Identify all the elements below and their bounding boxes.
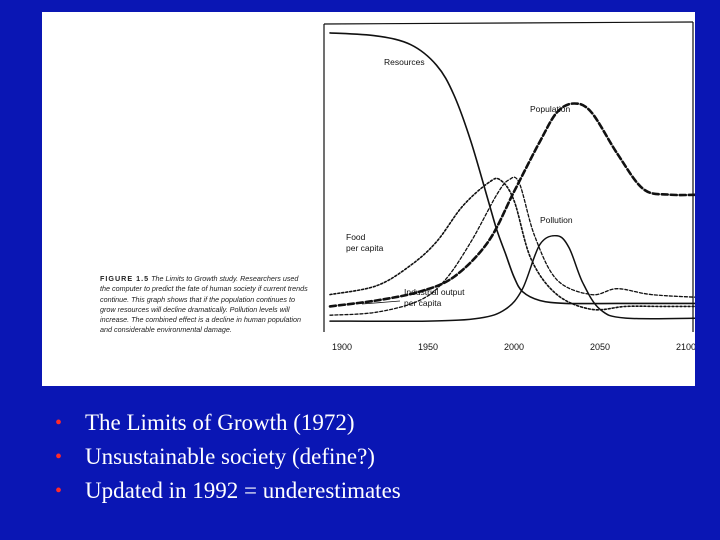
bullet-icon: • xyxy=(55,412,63,434)
series-line-resources xyxy=(329,32,695,305)
series-line-population xyxy=(328,102,695,308)
chart-annotation: Pollution xyxy=(540,215,573,225)
bullet-list: • The Limits of Growth (1972) • Unsustaina… xyxy=(55,406,401,508)
x-tick-label: 2000 xyxy=(504,342,524,352)
x-tick-label: 2100 xyxy=(676,342,695,352)
x-tick-label: 1950 xyxy=(418,342,438,352)
chart-annotation: per capita xyxy=(346,243,384,253)
x-tick-labels: 1900 1950 2000 2050 2100 xyxy=(332,342,695,352)
bullet-item: • Updated in 1992 = underestimates xyxy=(55,474,401,508)
figure-caption-text: The Limits to Growth study. Researchers … xyxy=(100,274,308,335)
bullet-text: The Limits of Growth (1972) xyxy=(85,410,355,435)
figure-image: Resources Population Food per capita Polluti… xyxy=(42,12,695,386)
chart-series xyxy=(328,32,695,323)
series-line-food-per-capita xyxy=(329,177,695,311)
bullet-icon: • xyxy=(55,480,63,502)
bullet-text: Unsustainable society (define?) xyxy=(85,444,375,469)
figure-label: FIGURE 1.5 xyxy=(100,274,150,283)
x-tick-label: 1900 xyxy=(332,342,352,352)
chart-annotation: Population xyxy=(530,104,570,114)
x-tick-label: 2050 xyxy=(590,342,610,352)
chart-annotation: Industrial output xyxy=(404,287,465,297)
bullet-item: • Unsustainable society (define?) xyxy=(55,440,401,474)
bullet-item: • The Limits of Growth (1972) xyxy=(55,406,401,440)
industrial-pointer-line xyxy=(361,300,401,305)
series-line-pollution xyxy=(329,234,695,323)
chart-annotation: Resources xyxy=(384,57,425,67)
bullet-text: Updated in 1992 = underestimates xyxy=(85,478,401,503)
bullet-icon: • xyxy=(55,446,63,468)
chart-frame xyxy=(323,21,694,332)
chart-annotation: per capita xyxy=(404,298,442,308)
chart-annotation: Food xyxy=(346,232,366,242)
frame-top-line xyxy=(323,21,694,25)
figure-caption: FIGURE 1.5 The Limits to Growth study. R… xyxy=(100,274,310,336)
series-line-industrial-output-per-capita xyxy=(329,176,695,316)
